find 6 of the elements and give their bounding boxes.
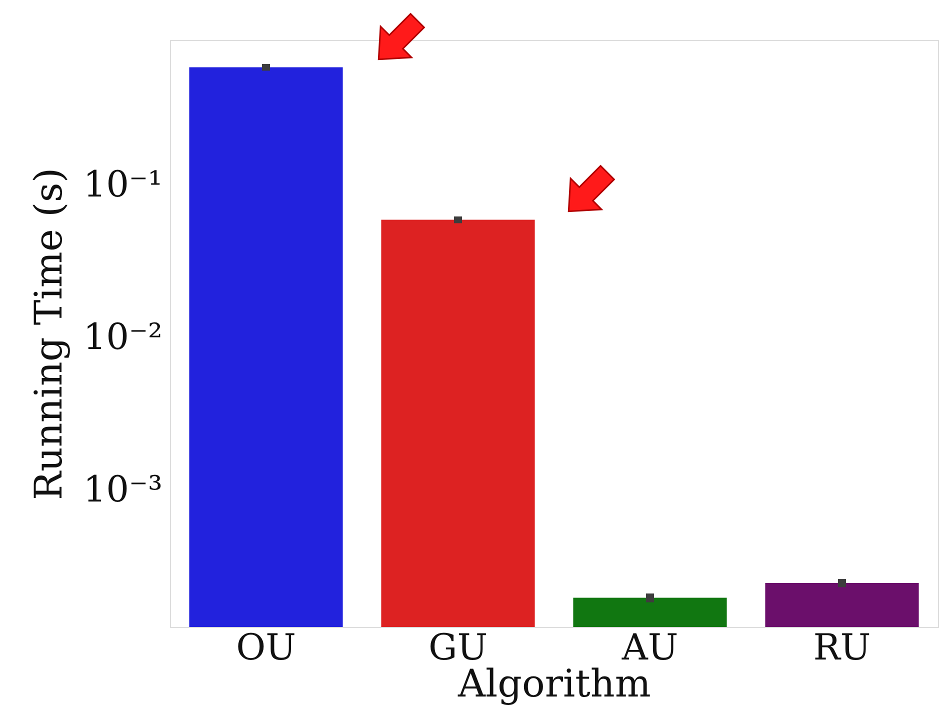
y-axis-title: Running Time (s) <box>26 168 70 500</box>
y-tick-label: 10⁻² <box>83 316 162 358</box>
x-tick-label: OU <box>236 628 296 668</box>
y-tick-label: 10⁻¹ <box>83 164 162 206</box>
y-tick-label: 10⁻³ <box>83 469 162 510</box>
x-tick-label: RU <box>813 628 871 668</box>
